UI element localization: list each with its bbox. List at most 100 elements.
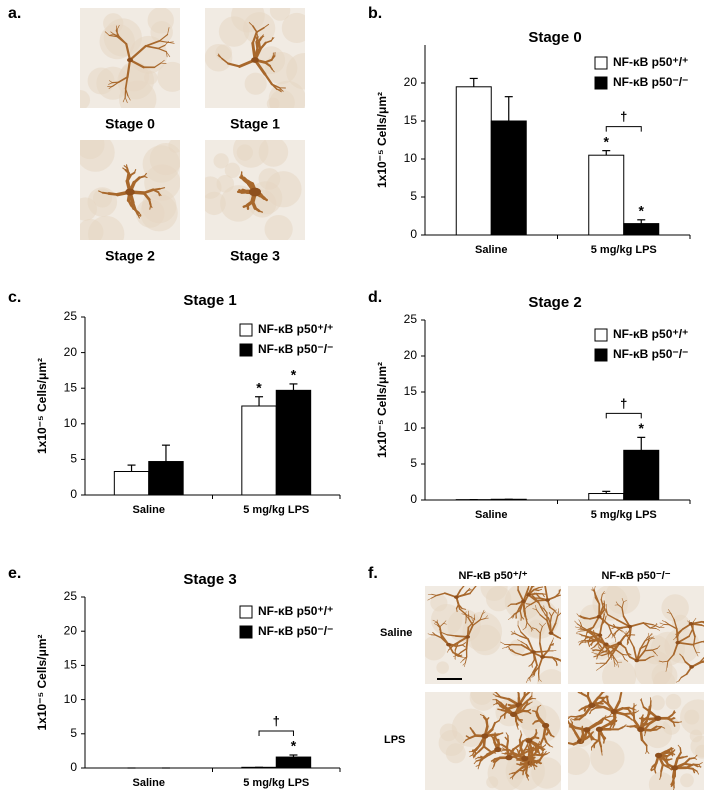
- process: [672, 775, 675, 785]
- process: [579, 633, 585, 637]
- process: [526, 603, 532, 608]
- process: [649, 637, 653, 641]
- process: [452, 651, 459, 656]
- micrograph-blot: [140, 194, 178, 232]
- process: [603, 600, 606, 606]
- process: [581, 734, 587, 740]
- bar: [588, 154, 625, 236]
- process: [617, 726, 624, 731]
- soma: [446, 642, 451, 647]
- micrograph-blot: [224, 162, 241, 179]
- process: [640, 738, 648, 747]
- process: [538, 678, 542, 682]
- process: [677, 744, 681, 749]
- process: [519, 733, 523, 741]
- bar: [113, 471, 150, 496]
- y-tick-label: 15: [404, 384, 418, 398]
- process: [126, 164, 128, 169]
- process: [511, 775, 514, 780]
- process: [532, 608, 537, 610]
- process: [143, 175, 148, 179]
- process: [613, 623, 616, 628]
- panel-letter: e.: [8, 565, 21, 582]
- process: [517, 639, 522, 642]
- process: [677, 721, 682, 723]
- process: [257, 40, 262, 51]
- process: [520, 631, 529, 640]
- process: [576, 623, 583, 628]
- process: [622, 631, 627, 635]
- process: [606, 698, 610, 706]
- process: [148, 198, 152, 206]
- process: [519, 740, 524, 749]
- process: [621, 707, 630, 711]
- process: [104, 31, 110, 36]
- process: [532, 710, 538, 713]
- process: [477, 745, 485, 753]
- process: [538, 588, 543, 591]
- process: [544, 586, 546, 587]
- micrograph-blot: [590, 740, 625, 775]
- row-label: Saline: [380, 627, 412, 639]
- process: [661, 620, 666, 623]
- process: [662, 755, 666, 761]
- process: [498, 732, 504, 736]
- process: [507, 617, 512, 620]
- bar: [275, 389, 312, 496]
- micrograph-blot: [439, 723, 458, 742]
- process: [600, 593, 603, 600]
- process: [533, 736, 540, 740]
- y-tick-label: 20: [64, 623, 78, 637]
- process: [160, 62, 167, 65]
- process: [528, 677, 531, 681]
- soma: [127, 57, 133, 63]
- process: [501, 748, 505, 751]
- process: [508, 772, 513, 775]
- process: [576, 630, 581, 633]
- y-tick-label: 10: [64, 416, 78, 430]
- y-axis-label: 1x10⁻⁵ Cells/μm²: [375, 92, 389, 188]
- legend-swatch: [594, 56, 608, 70]
- process: [472, 617, 476, 623]
- process: [221, 57, 230, 65]
- process: [472, 619, 481, 626]
- process: [519, 759, 526, 763]
- process: [271, 83, 278, 91]
- process: [471, 616, 473, 621]
- process: [547, 644, 551, 651]
- process: [550, 640, 554, 646]
- process: [642, 622, 651, 629]
- soma: [583, 727, 591, 733]
- process: [518, 749, 521, 755]
- significance-marker: *: [639, 203, 645, 219]
- process: [672, 721, 676, 727]
- process: [596, 704, 605, 709]
- process: [469, 727, 474, 732]
- legend-swatch: [239, 323, 253, 337]
- process: [591, 630, 594, 636]
- process: [608, 715, 614, 718]
- process: [649, 728, 658, 732]
- micrograph-blot: [527, 619, 546, 638]
- process: [607, 632, 612, 638]
- process: [673, 637, 677, 641]
- process: [256, 41, 260, 51]
- process: [492, 693, 497, 697]
- process: [599, 662, 607, 668]
- process: [650, 636, 655, 639]
- bar: [455, 86, 492, 236]
- process: [475, 744, 482, 751]
- process: [568, 721, 571, 725]
- process: [619, 629, 623, 632]
- process: [649, 655, 655, 658]
- process: [248, 22, 254, 27]
- soma: [251, 57, 259, 63]
- process: [568, 726, 574, 729]
- process: [432, 632, 437, 636]
- micrograph-blot: [536, 669, 561, 684]
- process: [598, 615, 610, 626]
- process: [544, 586, 549, 601]
- legend-label: NF-κB p50⁺/⁺: [613, 327, 688, 341]
- process: [602, 592, 606, 595]
- process: [482, 611, 486, 615]
